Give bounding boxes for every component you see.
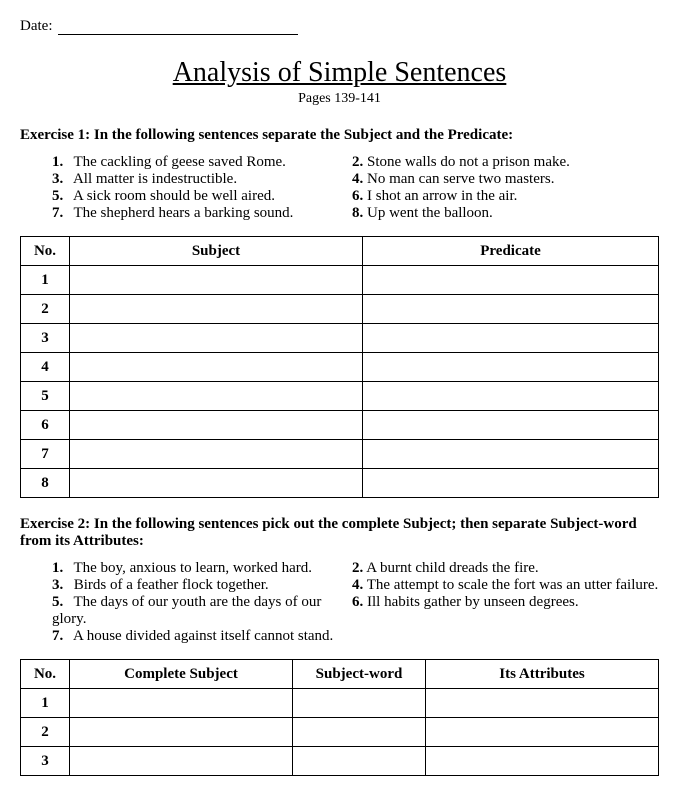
cell-complete-subject[interactable] <box>70 718 293 747</box>
sentence: 7. The shepherd hears a barking sound. <box>52 205 352 222</box>
table-row: 6 <box>21 411 659 440</box>
sentence: 5. The days of our youth are the days of… <box>52 594 352 628</box>
cell-predicate[interactable] <box>363 295 659 324</box>
col-header-subject: Subject <box>70 237 363 266</box>
col-header-complete-subject: Complete Subject <box>70 660 293 689</box>
table-row: 8 <box>21 469 659 498</box>
table-row: 2 <box>21 718 659 747</box>
cell-complete-subject[interactable] <box>70 747 293 776</box>
cell-subject[interactable] <box>70 295 363 324</box>
cell-predicate[interactable] <box>363 353 659 382</box>
sentence: 2. A burnt child dreads the fire. <box>352 560 659 577</box>
cell-subject-word[interactable] <box>293 718 426 747</box>
date-line: Date: <box>20 18 659 35</box>
cell-predicate[interactable] <box>363 411 659 440</box>
sentence: 1. The cackling of geese saved Rome. <box>52 154 352 171</box>
exercise-1-table: No. Subject Predicate 1 2 3 4 5 6 7 8 <box>20 236 659 498</box>
page-title: Analysis of Simple Sentences <box>20 57 659 89</box>
sentence: 8. Up went the balloon. <box>352 205 659 222</box>
sentence: 2. Stone walls do not a prison make. <box>352 154 659 171</box>
sentence: 7. A house divided against itself cannot… <box>52 628 352 645</box>
cell-attributes[interactable] <box>426 689 659 718</box>
exercise-2-header: Exercise 2: In the following sentences p… <box>20 516 659 550</box>
col-header-no: No. <box>21 660 70 689</box>
cell-subject[interactable] <box>70 469 363 498</box>
table-row: 1 <box>21 266 659 295</box>
sentence: 6. I shot an arrow in the air. <box>352 188 659 205</box>
sentence: 3. Birds of a feather flock together. <box>52 577 352 594</box>
exercise-2-table: No. Complete Subject Subject-word Its At… <box>20 659 659 776</box>
table-row: 2 <box>21 295 659 324</box>
sentence: 4. The attempt to scale the fort was an … <box>352 577 659 594</box>
table-row: 1 <box>21 689 659 718</box>
cell-subject[interactable] <box>70 440 363 469</box>
table-row: 5 <box>21 382 659 411</box>
sentence <box>352 628 659 645</box>
exercise-1-header: Exercise 1: In the following sentences s… <box>20 127 659 144</box>
table-row: 3 <box>21 324 659 353</box>
col-header-attributes: Its Attributes <box>426 660 659 689</box>
sentence: 4. No man can serve two masters. <box>352 171 659 188</box>
table-row: 3 <box>21 747 659 776</box>
cell-attributes[interactable] <box>426 718 659 747</box>
cell-complete-subject[interactable] <box>70 689 293 718</box>
date-label: Date: <box>20 18 52 35</box>
exercise-2-sentences: 1. The boy, anxious to learn, worked har… <box>52 560 659 645</box>
cell-subject[interactable] <box>70 382 363 411</box>
sentence: 3. All matter is indestructible. <box>52 171 352 188</box>
sentence: 1. The boy, anxious to learn, worked har… <box>52 560 352 577</box>
table-row: 7 <box>21 440 659 469</box>
exercise-1-sentences: 1. The cackling of geese saved Rome. 2. … <box>52 154 659 222</box>
cell-predicate[interactable] <box>363 469 659 498</box>
cell-predicate[interactable] <box>363 324 659 353</box>
cell-subject-word[interactable] <box>293 747 426 776</box>
sentence: 6. Ill habits gather by unseen degrees. <box>352 594 659 628</box>
cell-predicate[interactable] <box>363 382 659 411</box>
cell-subject[interactable] <box>70 411 363 440</box>
page-subtitle: Pages 139-141 <box>20 91 659 107</box>
cell-subject[interactable] <box>70 353 363 382</box>
cell-subject-word[interactable] <box>293 689 426 718</box>
date-blank[interactable] <box>58 34 298 35</box>
sentence: 5. A sick room should be well aired. <box>52 188 352 205</box>
cell-subject[interactable] <box>70 324 363 353</box>
cell-subject[interactable] <box>70 266 363 295</box>
cell-predicate[interactable] <box>363 266 659 295</box>
cell-predicate[interactable] <box>363 440 659 469</box>
table-row: 4 <box>21 353 659 382</box>
cell-attributes[interactable] <box>426 747 659 776</box>
col-header-predicate: Predicate <box>363 237 659 266</box>
col-header-subject-word: Subject-word <box>293 660 426 689</box>
col-header-no: No. <box>21 237 70 266</box>
